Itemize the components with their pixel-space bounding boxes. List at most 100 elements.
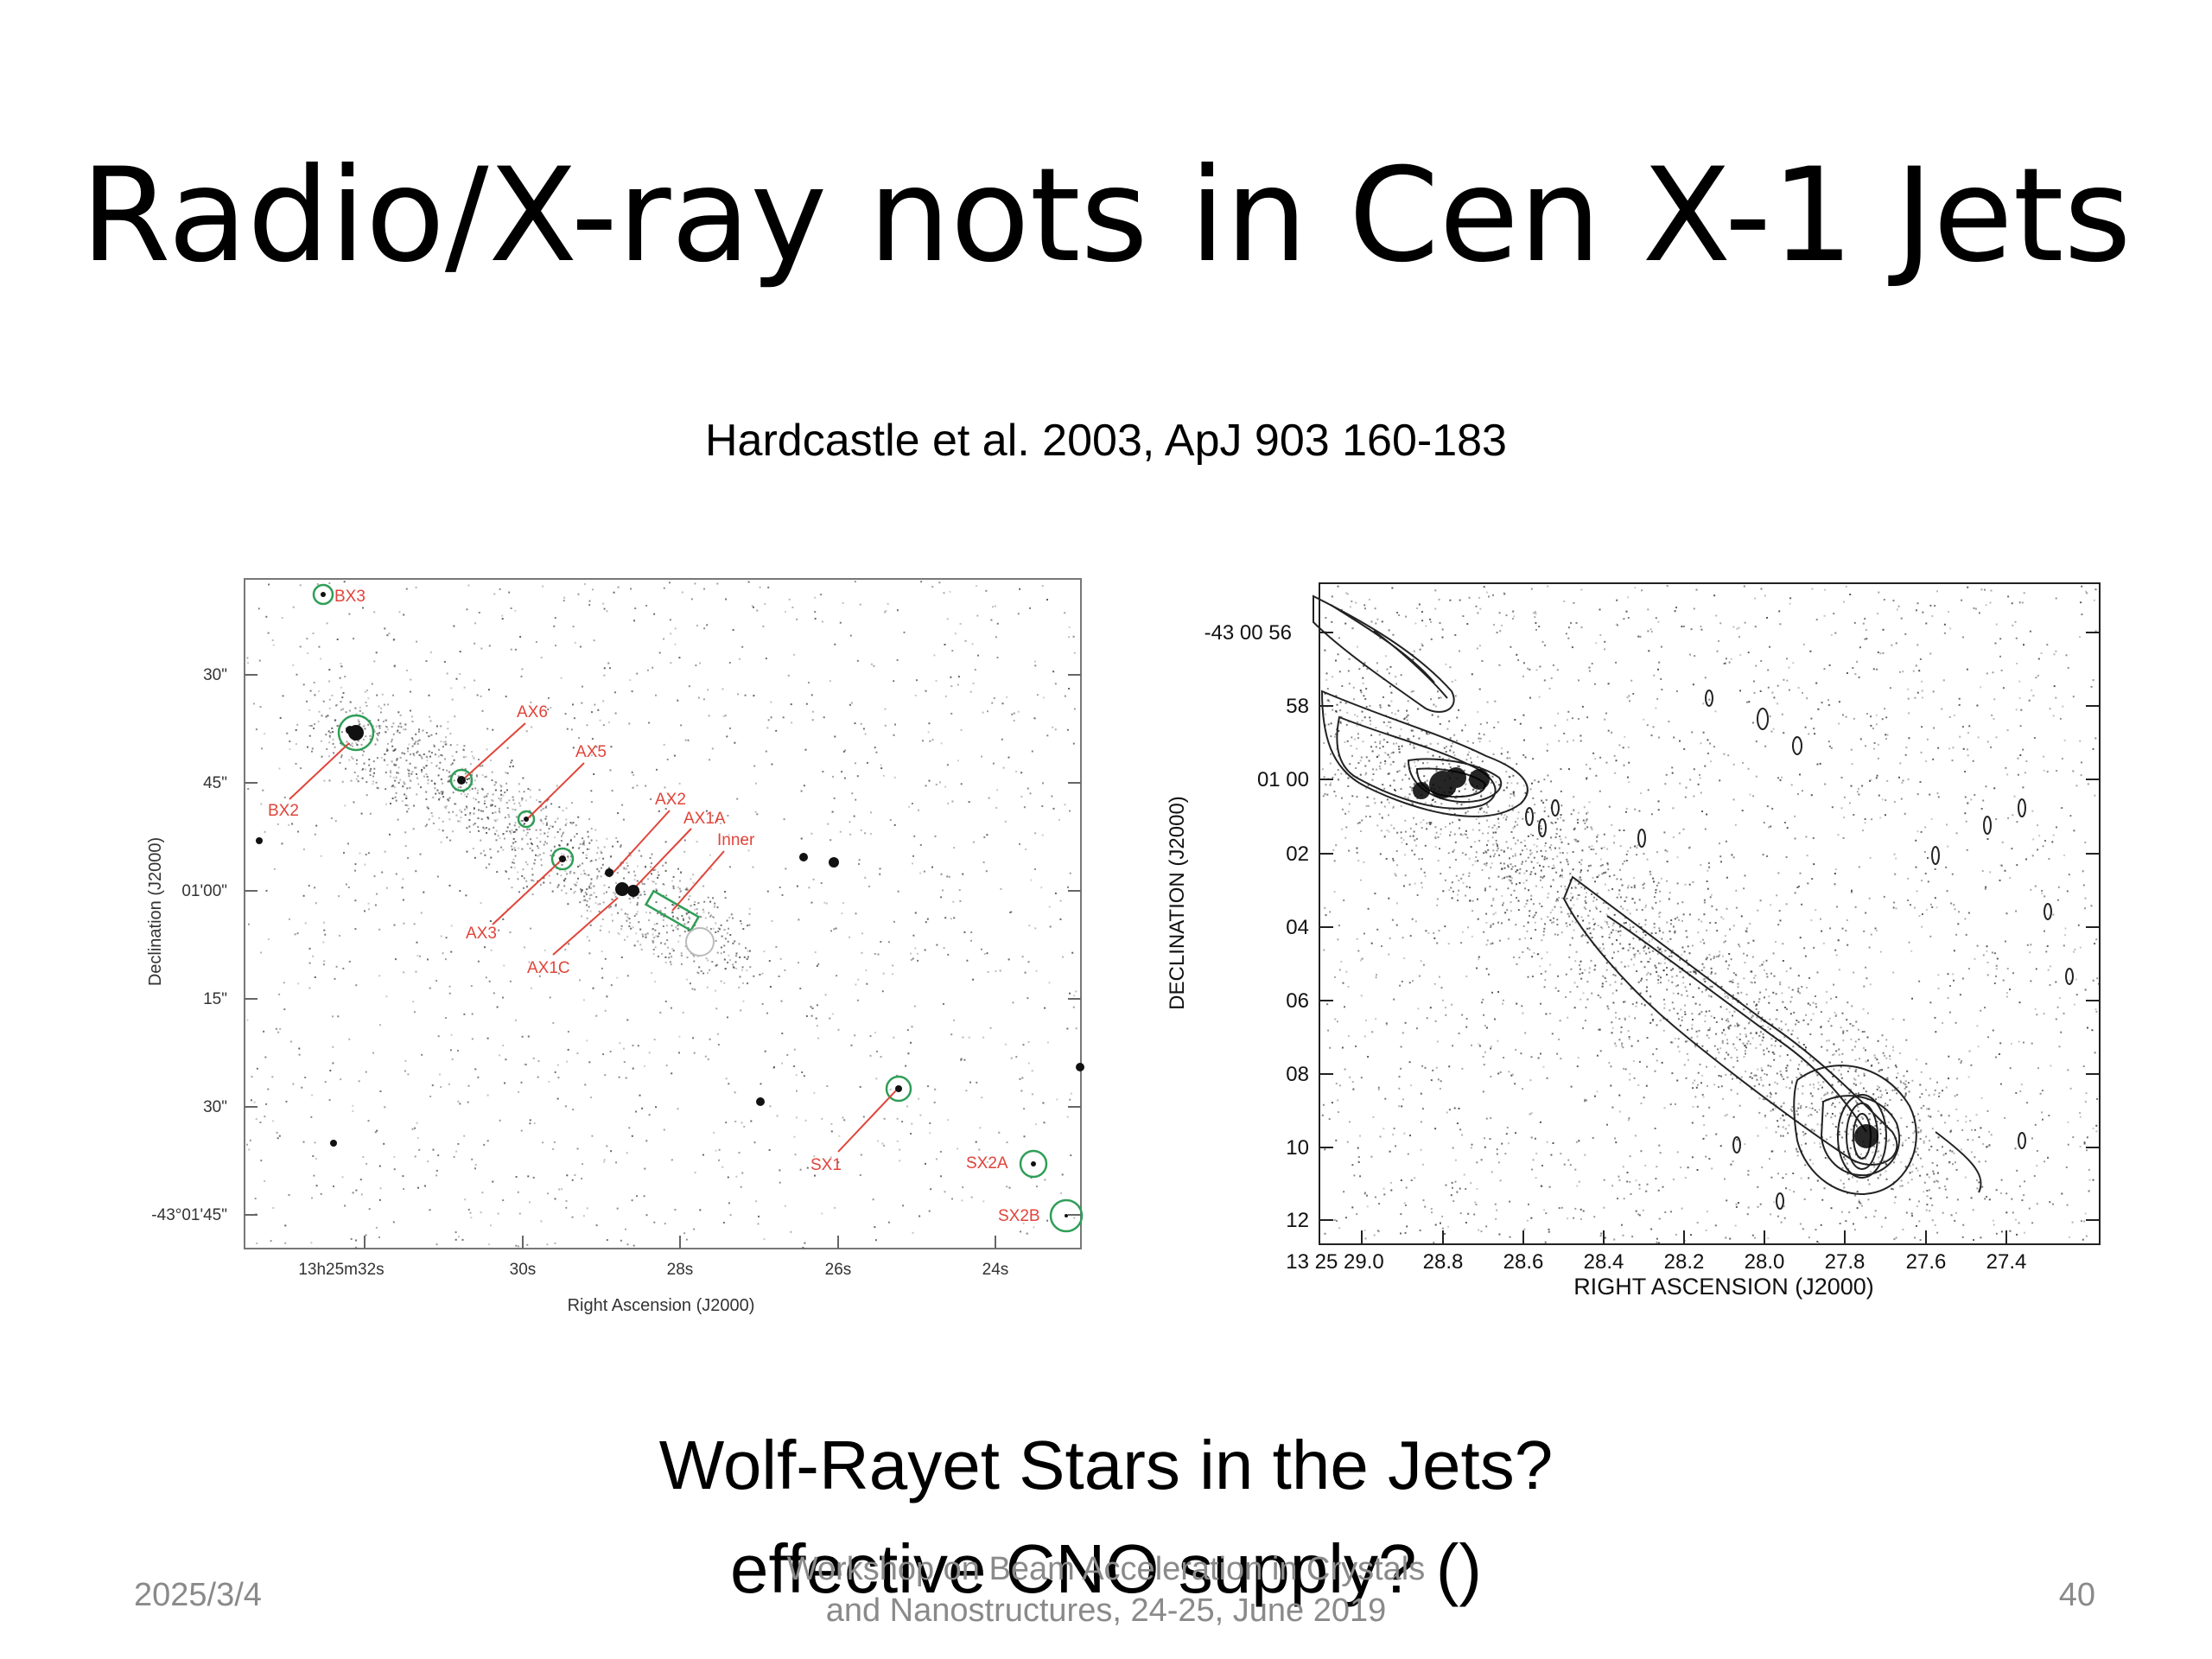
speckle-dot (1498, 939, 1501, 942)
speckle-dot (1744, 621, 1746, 624)
speckle-dot (756, 609, 759, 612)
speckle-dot (1634, 808, 1637, 810)
speckle-dot (1857, 1028, 1859, 1031)
speckle-dot (512, 858, 515, 861)
speckle-dot (1394, 713, 1396, 715)
speckle-dot (309, 690, 312, 692)
speckle-dot (814, 1174, 816, 1177)
speckle-dot (1408, 778, 1410, 780)
speckle-dot (876, 1050, 878, 1052)
speckle-dot (1813, 1141, 1815, 1144)
speckle-dot (1757, 1012, 1759, 1014)
speckle-dot (1937, 1180, 1939, 1183)
speckle-dot (411, 737, 414, 740)
speckle-dot (1804, 1048, 1807, 1051)
speckle-dot (1672, 992, 1675, 995)
speckle-dot (1362, 677, 1364, 679)
speckle-dot (1544, 842, 1547, 844)
speckle-dot (423, 891, 425, 893)
speckle-dot (1679, 958, 1681, 961)
speckle-dot (367, 697, 370, 700)
speckle-dot (668, 957, 671, 959)
speckle-dot (407, 747, 410, 750)
speckle-dot (1324, 692, 1326, 695)
speckle-dot (1560, 838, 1562, 841)
speckle-dot (459, 651, 461, 653)
speckle-dot (1783, 1150, 1786, 1153)
speckle-dot (1580, 887, 1583, 888)
speckle-dot (2063, 854, 2065, 856)
speckle-dot (596, 852, 599, 855)
speckle-dot (763, 1238, 766, 1241)
speckle-dot (1609, 983, 1611, 986)
speckle-dot (1972, 1139, 1974, 1141)
speckle-dot (431, 815, 434, 817)
speckle-dot (1021, 956, 1024, 958)
speckle-dot (1550, 821, 1553, 823)
speckle-dot (1911, 997, 1913, 1000)
speckle-dot (1905, 1126, 1908, 1128)
speckle-dot (728, 834, 730, 836)
speckle-dot (962, 1186, 964, 1188)
speckle-dot (1837, 1081, 1840, 1084)
speckle-dot (1709, 1027, 1712, 1029)
speckle-dot (1407, 722, 1409, 724)
speckle-dot (1841, 927, 1844, 930)
speckle-dot (1543, 875, 1546, 878)
speckle-dot (589, 910, 592, 912)
speckle-dot (513, 824, 516, 827)
speckle-dot (1392, 760, 1395, 763)
speckle-dot (1834, 868, 1837, 871)
speckle-dot (473, 757, 475, 760)
speckle-dot (1333, 860, 1336, 862)
speckle-dot (1816, 1074, 1819, 1077)
speckle-dot (556, 785, 558, 787)
speckle-dot (1615, 1016, 1617, 1019)
speckle-dot (483, 803, 486, 804)
speckle-dot (632, 1244, 635, 1247)
speckle-dot (1736, 1139, 1738, 1141)
speckle-dot (1558, 847, 1560, 849)
speckle-dot (1440, 873, 1442, 875)
speckle-dot (1491, 942, 1494, 944)
speckle-dot (832, 775, 834, 778)
speckle-dot (1918, 670, 1921, 672)
speckle-dot (611, 913, 613, 916)
speckle-dot (1854, 1100, 1857, 1103)
speckle-dot (503, 964, 505, 967)
speckle-dot (1707, 861, 1710, 864)
speckle-dot (693, 1052, 696, 1054)
speckle-dot (983, 953, 986, 955)
speckle-dot (430, 752, 433, 754)
speckle-dot (704, 1055, 707, 1058)
speckle-dot (918, 1215, 921, 1217)
speckle-dot (1411, 802, 1414, 804)
speckle-dot (1555, 828, 1558, 830)
speckle-dot (716, 1033, 719, 1035)
speckle-dot (569, 840, 572, 842)
speckle-dot (547, 1192, 549, 1195)
speckle-dot (996, 789, 999, 791)
speckle-dot (976, 614, 979, 617)
speckle-dot (1742, 1042, 1745, 1045)
speckle-dot (606, 1239, 608, 1242)
speckle-dot (1951, 873, 1954, 875)
speckle-dot (1389, 937, 1391, 939)
speckle-dot (569, 859, 572, 861)
speckle-dot (372, 783, 374, 785)
speckle-dot (1337, 1099, 1339, 1102)
speckle-dot (713, 906, 715, 908)
speckle-dot (1676, 916, 1679, 918)
speckle-dot (1714, 1224, 1717, 1227)
speckle-dot (575, 884, 577, 887)
speckle-dot (1344, 836, 1347, 839)
speckle-dot (1925, 1063, 1928, 1065)
speckle-dot (1439, 622, 1441, 625)
speckle-dot (404, 793, 406, 796)
left-ytick: 45" (203, 774, 227, 792)
speckle-dot (2042, 1118, 2044, 1121)
speckle-dot (1767, 669, 1770, 671)
speckle-dot (1529, 833, 1532, 836)
speckle-dot (1706, 813, 1708, 816)
speckle-dot (1929, 793, 1931, 796)
